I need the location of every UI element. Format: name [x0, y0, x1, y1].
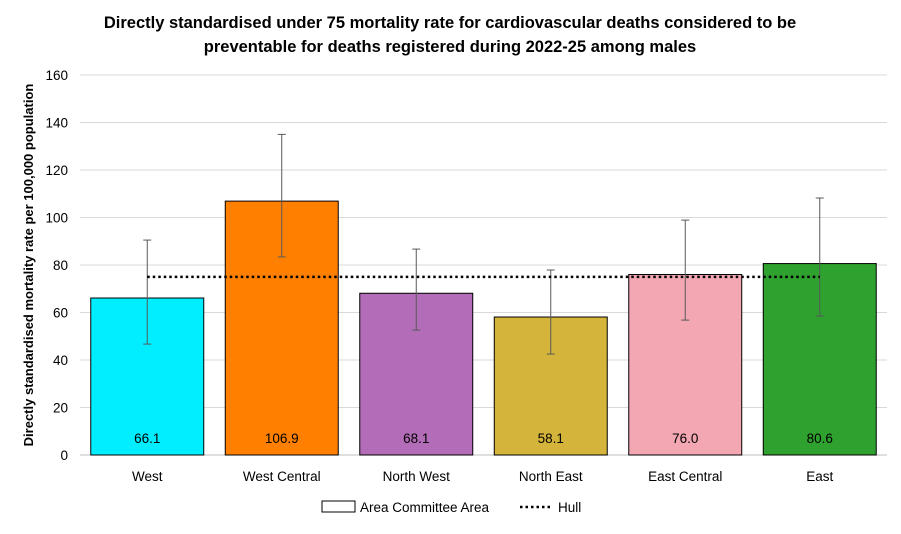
data-label: 58.1: [538, 431, 564, 446]
y-tick-label: 120: [45, 163, 68, 178]
legend: Area Committee Area Hull: [321, 500, 581, 515]
chart-title-line-1: Directly standardised under 75 mortality…: [104, 14, 796, 32]
data-label: 68.1: [403, 431, 429, 446]
y-tick-label: 80: [53, 258, 68, 273]
y-tick-label: 0: [60, 448, 68, 463]
data-label: 106.9: [265, 431, 299, 446]
x-tick-label: East Central: [648, 469, 722, 484]
data-label: 80.6: [807, 431, 833, 446]
y-tick-label: 160: [45, 68, 68, 83]
data-label: 76.0: [672, 431, 698, 446]
x-tick-label: West Central: [243, 469, 321, 484]
y-tick-label: 140: [45, 116, 68, 131]
y-tick-label: 40: [53, 353, 68, 368]
x-tick-label: East: [806, 469, 833, 484]
legend-swatch-area: [321, 500, 356, 513]
chart-title-line-2: preventable for deaths registered during…: [204, 38, 696, 56]
y-axis-label: Directly standardised mortality rate per…: [21, 84, 36, 447]
x-tick-label: West: [132, 469, 163, 484]
legend-label-area: Area Committee Area: [360, 500, 490, 515]
y-tick-label: 60: [53, 306, 68, 321]
x-tick-label: North West: [383, 469, 451, 484]
x-tick-label: North East: [519, 469, 583, 484]
data-label: 66.1: [134, 431, 160, 446]
y-tick-label: 100: [45, 211, 68, 226]
legend-label-hull: Hull: [558, 500, 581, 515]
y-tick-label: 20: [53, 401, 68, 416]
